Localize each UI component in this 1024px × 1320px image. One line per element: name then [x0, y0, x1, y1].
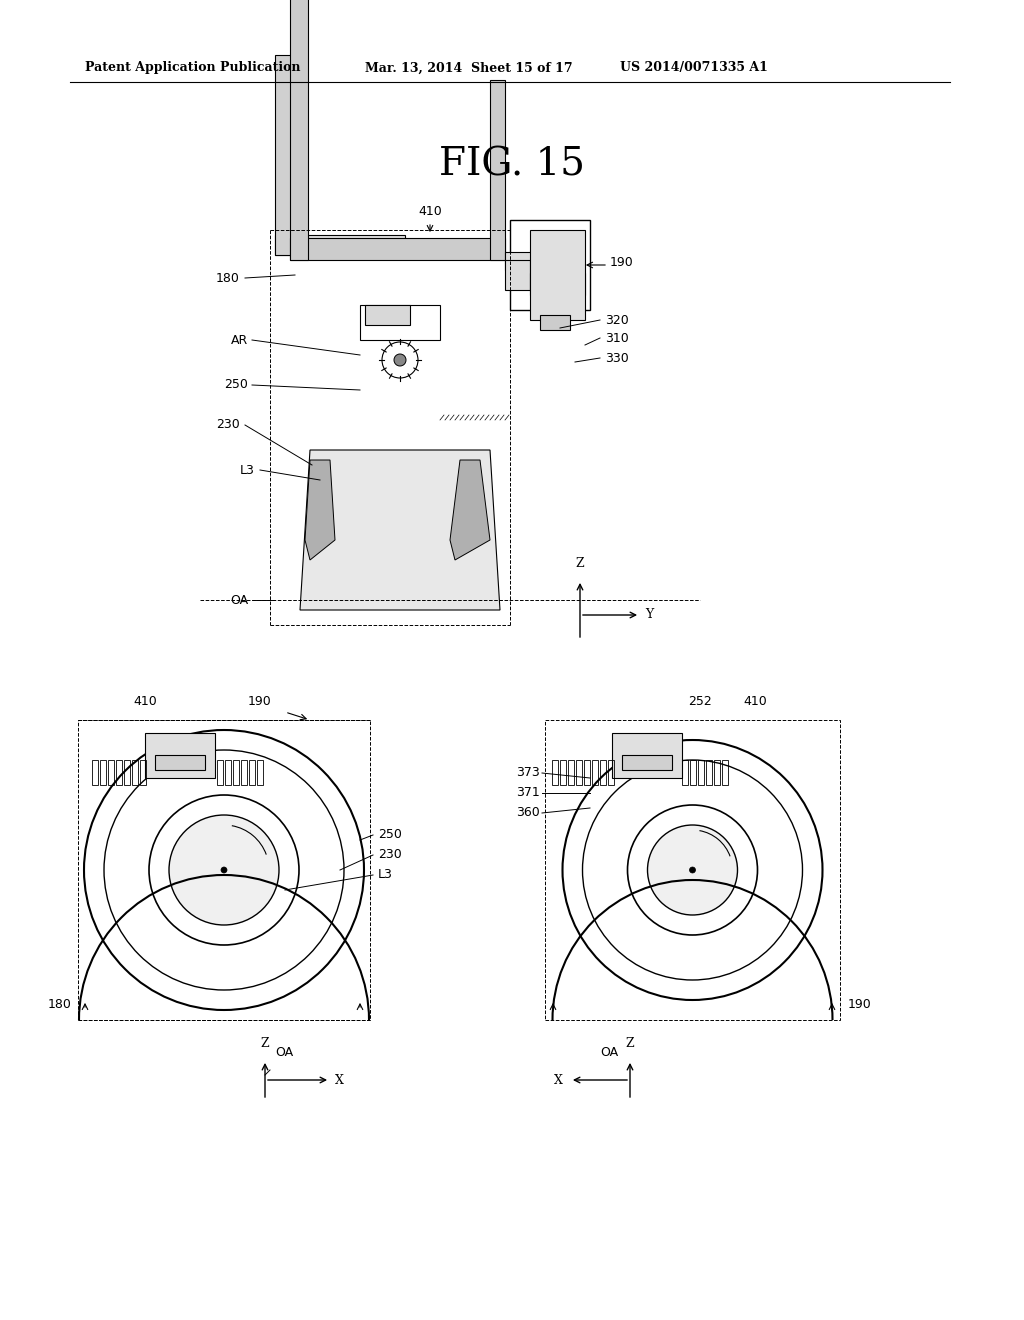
Bar [92, 760, 98, 785]
Text: 230: 230 [216, 418, 240, 432]
Text: 373: 373 [516, 767, 540, 780]
Bar [490, 81, 505, 260]
Text: 371: 371 [516, 787, 540, 800]
Text: 360: 360 [516, 807, 540, 820]
Bar [124, 760, 130, 785]
Circle shape [394, 354, 406, 366]
Text: Y: Y [645, 609, 653, 622]
Bar [706, 760, 712, 785]
Bar [108, 760, 114, 785]
Bar [612, 733, 682, 777]
Bar [78, 719, 370, 1020]
Circle shape [84, 730, 364, 1010]
Circle shape [169, 814, 279, 925]
Bar [116, 760, 122, 785]
Text: L3: L3 [378, 869, 393, 882]
Text: Z: Z [575, 557, 585, 570]
Bar [584, 760, 590, 785]
Bar [552, 760, 558, 785]
Text: L3: L3 [240, 463, 255, 477]
Bar [257, 760, 263, 785]
Text: Mar. 13, 2014  Sheet 15 of 17: Mar. 13, 2014 Sheet 15 of 17 [365, 62, 572, 74]
Bar [275, 55, 293, 255]
Bar [698, 760, 705, 785]
Polygon shape [305, 459, 335, 560]
Text: Z: Z [261, 1038, 269, 1049]
Text: OA: OA [275, 1045, 293, 1059]
Bar [155, 755, 205, 770]
Bar [140, 760, 146, 785]
Bar [682, 760, 688, 785]
Bar [530, 230, 585, 319]
Text: 252: 252 [688, 696, 712, 708]
Bar [233, 760, 239, 785]
Bar [145, 733, 215, 777]
Text: 320: 320 [605, 314, 629, 326]
Text: 180: 180 [216, 272, 240, 285]
Text: X: X [554, 1073, 563, 1086]
Bar [722, 760, 728, 785]
Circle shape [562, 741, 822, 1001]
Bar [505, 260, 530, 290]
Text: US 2014/0071335 A1: US 2014/0071335 A1 [620, 62, 768, 74]
Bar [100, 760, 106, 785]
Bar [592, 760, 598, 785]
Bar [505, 252, 545, 271]
Text: 190: 190 [848, 998, 871, 1011]
Bar [225, 760, 231, 785]
Circle shape [628, 805, 758, 935]
Bar [360, 305, 440, 341]
Bar [365, 305, 410, 325]
Bar [241, 760, 247, 785]
Text: AR: AR [230, 334, 248, 346]
Bar [249, 760, 255, 785]
Circle shape [221, 867, 227, 873]
Bar [600, 760, 606, 785]
Bar [290, 0, 308, 260]
Text: 230: 230 [378, 849, 401, 862]
Bar [545, 719, 840, 1020]
Bar [690, 760, 696, 785]
Circle shape [382, 342, 418, 378]
Text: OA: OA [229, 594, 248, 606]
Bar [568, 760, 574, 785]
Text: 410: 410 [133, 696, 157, 708]
Bar [290, 238, 505, 260]
Circle shape [647, 825, 737, 915]
Text: 190: 190 [248, 696, 272, 708]
Text: Patent Application Publication: Patent Application Publication [85, 62, 300, 74]
Text: 180: 180 [48, 998, 72, 1011]
Bar [608, 760, 614, 785]
Text: FIG. 15: FIG. 15 [439, 147, 585, 183]
Text: 330: 330 [605, 351, 629, 364]
Text: X: X [335, 1073, 344, 1086]
Bar [622, 755, 672, 770]
Text: 310: 310 [605, 331, 629, 345]
Circle shape [150, 795, 299, 945]
Bar [714, 760, 720, 785]
Text: 410: 410 [418, 205, 442, 218]
Bar [275, 235, 406, 255]
Polygon shape [450, 459, 490, 560]
Text: 410: 410 [743, 696, 767, 708]
Text: OA: OA [600, 1045, 618, 1059]
Bar [510, 220, 590, 310]
Text: 190: 190 [610, 256, 634, 268]
Bar [575, 760, 582, 785]
Circle shape [689, 867, 695, 873]
Text: 250: 250 [378, 829, 401, 842]
Bar [530, 273, 585, 294]
Text: 250: 250 [224, 379, 248, 392]
Bar [560, 760, 566, 785]
Polygon shape [300, 450, 500, 610]
Bar [217, 760, 223, 785]
Bar [540, 315, 570, 330]
Bar [132, 760, 138, 785]
Text: Z: Z [626, 1038, 634, 1049]
